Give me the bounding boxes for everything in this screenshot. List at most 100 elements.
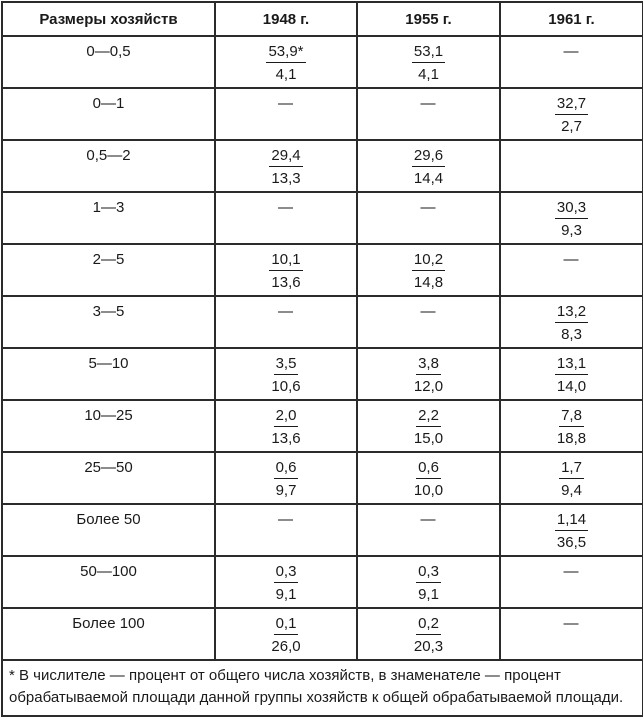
value-cell: —	[214, 503, 358, 557]
row-label: 0—0,5	[1, 35, 216, 89]
fraction: 53,1 4,1	[411, 42, 446, 85]
table-row: 50—100 0,3 9,1 0,3 9,1—	[1, 555, 643, 609]
table-row: Более 50 — — 1,14 36,5	[1, 503, 643, 557]
row-label: Более 50	[1, 503, 216, 557]
fraction-denominator: 12,0	[413, 378, 444, 395]
fraction: 0,3 9,1	[273, 562, 299, 605]
fraction-denominator: 9,1	[418, 586, 439, 603]
row-label: 5—10	[1, 347, 216, 401]
table-row: 5—10 3,5 10,6 3,8 12,0 13,1 14,0	[1, 347, 643, 401]
fraction-numerator: 0,3	[273, 562, 299, 583]
value-cell: —	[499, 607, 643, 661]
fraction: 32,7 2,7	[554, 94, 589, 137]
table-row: 10—25 2,0 13,6 2,2 15,0 7,8 18,8	[1, 399, 643, 453]
value-cell: —	[499, 35, 643, 89]
fraction: 3,5 10,6	[271, 354, 300, 397]
fraction: 30,3 9,3	[554, 198, 589, 241]
fraction-numerator: 0,2	[416, 614, 441, 635]
fraction: 1,14 36,5	[554, 510, 589, 553]
row-label: 0—1	[1, 87, 216, 141]
fraction-numerator: 3,8	[416, 354, 441, 375]
fraction: 1,7 9,4	[559, 458, 584, 501]
fraction-denominator: 10,6	[271, 378, 301, 395]
fraction-numerator: 2,0	[273, 406, 299, 427]
value-cell: 7,8 18,8	[499, 399, 643, 453]
fraction-denominator: 13,6	[271, 430, 301, 447]
fraction-denominator: 9,7	[275, 482, 297, 499]
fraction-denominator: 9,3	[561, 222, 582, 239]
fraction-numerator: 2,2	[416, 406, 441, 427]
no-data-dash: —	[420, 303, 437, 320]
value-cell: 30,3 9,3	[499, 191, 643, 245]
value-cell: 0,2 20,3	[356, 607, 501, 661]
table-body: 0—0,5 53,9* 4,1 53,1 4,1 — 0—1 — — 32,7 2,7 0,5—2 29…	[1, 35, 643, 661]
fraction-denominator: 20,3	[413, 638, 444, 655]
table-row: 1—3 — — 30,3 9,3	[1, 191, 643, 245]
table-row: 0—0,5 53,9* 4,1 53,1 4,1 —	[1, 35, 643, 89]
fraction: 0,2 20,3	[414, 614, 443, 657]
no-data-dash: —	[563, 43, 580, 60]
column-header: 1948 г.	[214, 1, 358, 37]
table-row: 2—5 10,1 13,6 10,2 14,8 —	[1, 243, 643, 297]
fraction: 3,8 12,0	[414, 354, 443, 397]
fraction-denominator: 2,7	[561, 118, 582, 135]
fraction: 13,1 14,0	[554, 354, 589, 397]
value-cell: —	[499, 243, 643, 297]
value-cell: 0,6 9,7	[214, 451, 358, 505]
value-cell: 3,5 10,6	[214, 347, 358, 401]
fraction-numerator: 1,14	[554, 510, 589, 531]
no-data-dash: —	[278, 511, 294, 528]
value-cell: 29,6 14,4	[356, 139, 501, 193]
fraction-denominator: 13,3	[271, 170, 301, 187]
fraction-denominator: 36,5	[556, 534, 587, 551]
value-cell: 53,1 4,1	[356, 35, 501, 89]
no-data-dash: —	[278, 95, 294, 112]
fraction-numerator: 13,2	[554, 302, 589, 323]
no-data-dash: —	[563, 615, 580, 632]
fraction: 10,1 13,6	[269, 250, 303, 293]
no-data-dash: —	[420, 95, 437, 112]
fraction-numerator: 0,6	[273, 458, 299, 479]
table-row: 25—50 0,6 9,7 0,6 10,0 1,7 9,4	[1, 451, 643, 505]
no-data-dash: —	[563, 251, 580, 268]
value-cell: 0,6 10,0	[356, 451, 501, 505]
row-label: 10—25	[1, 399, 216, 453]
fraction: 2,0 13,6	[271, 406, 300, 449]
fraction-denominator: 14,0	[556, 378, 587, 395]
fraction-denominator: 14,8	[413, 274, 444, 291]
fraction-numerator: 0,6	[416, 458, 441, 479]
row-label: 50—100	[1, 555, 216, 609]
fraction-denominator: 4,1	[418, 66, 439, 83]
value-cell: 3,8 12,0	[356, 347, 501, 401]
fraction: 13,2 8,3	[554, 302, 589, 345]
value-cell: —	[499, 555, 643, 609]
row-label: 3—5	[1, 295, 216, 349]
value-cell: 13,2 8,3	[499, 295, 643, 349]
fraction: 7,8 18,8	[557, 406, 586, 449]
fraction-denominator: 4,1	[275, 66, 297, 83]
fraction-numerator: 29,6	[411, 146, 446, 167]
row-label: 25—50	[1, 451, 216, 505]
no-data-dash: —	[563, 563, 580, 580]
table-row: Более 100 0,1 26,0 0,2 20,3 —	[1, 607, 643, 661]
value-cell: 0,1 26,0	[214, 607, 358, 661]
fraction-numerator: 10,1	[269, 250, 303, 271]
fraction-numerator: 32,7	[554, 94, 589, 115]
fraction-denominator: 9,4	[561, 482, 582, 499]
fraction-numerator: 10,2	[411, 250, 446, 271]
fraction-numerator: 53,9*	[266, 42, 306, 63]
no-data-dash: —	[278, 199, 294, 216]
value-cell: 32,7 2,7	[499, 87, 643, 141]
table-row: 0,5—2 29,4 13,3 29,6 14,4	[1, 139, 643, 193]
value-cell: 10,2 14,8	[356, 243, 501, 297]
value-cell: 0,3 9,1	[214, 555, 358, 609]
value-cell: —	[356, 295, 501, 349]
value-cell: —	[214, 295, 358, 349]
value-cell: 1,14 36,5	[499, 503, 643, 557]
no-data-dash: —	[420, 199, 437, 216]
fraction-numerator: 1,7	[559, 458, 584, 479]
column-header: 1961 г.	[499, 1, 643, 37]
row-label: 2—5	[1, 243, 216, 297]
